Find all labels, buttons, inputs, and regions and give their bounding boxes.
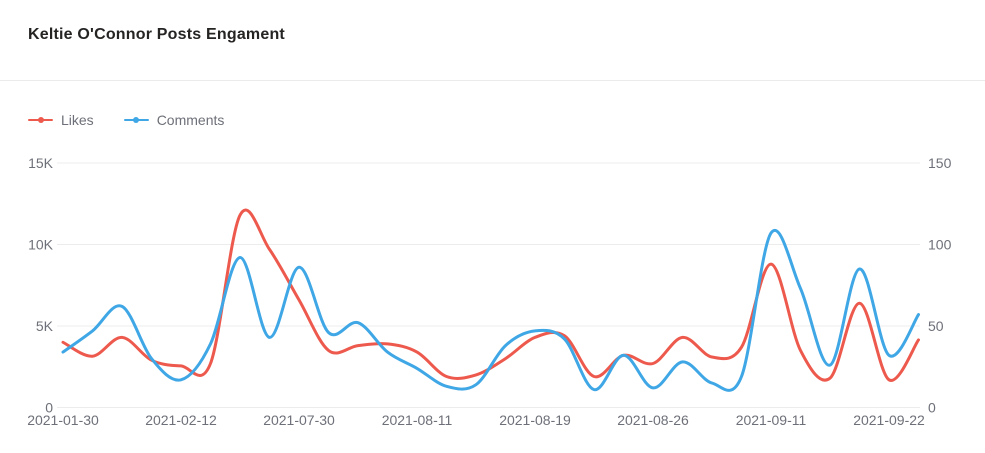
left-axis-tick-label: 10K <box>28 237 54 253</box>
x-axis-tick-label: 2021-09-11 <box>736 412 807 428</box>
left-axis-tick-label: 5K <box>36 318 54 334</box>
left-axis-tick-label: 0 <box>45 400 53 416</box>
x-axis-tick-label: 2021-09-22 <box>853 412 925 428</box>
x-axis-tick-label: 2021-07-30 <box>263 412 335 428</box>
x-axis-tick-label: 2021-02-12 <box>145 412 217 428</box>
likes-series-line[interactable] <box>61 208 920 382</box>
legend-item-comments[interactable]: Comments <box>123 112 225 128</box>
left-axis-tick-label: 15K <box>28 155 54 171</box>
legend-label-likes: Likes <box>61 112 94 128</box>
x-axis-tick-label: 2021-08-11 <box>382 412 453 428</box>
right-axis-tick-label: 100 <box>928 237 952 253</box>
x-axis-tick-label: 2021-08-19 <box>499 412 571 428</box>
chart-legend: Likes Comments <box>28 112 224 128</box>
x-axis-tick-label: 2021-01-30 <box>27 412 99 428</box>
header-divider <box>0 80 985 81</box>
comments-series-marker-icon <box>123 117 149 123</box>
right-axis-tick-label: 0 <box>928 400 936 416</box>
comments-series-line[interactable] <box>61 228 920 392</box>
x-axis-tick-label: 2021-08-26 <box>617 412 689 428</box>
right-axis-tick-label: 50 <box>928 318 944 334</box>
page-title: Keltie O'Connor Posts Engament <box>28 26 285 43</box>
likes-series-marker-icon <box>28 117 53 123</box>
right-axis-tick-label: 150 <box>928 155 952 171</box>
legend-label-comments: Comments <box>156 112 225 128</box>
legend-item-likes[interactable]: Likes <box>28 112 94 128</box>
